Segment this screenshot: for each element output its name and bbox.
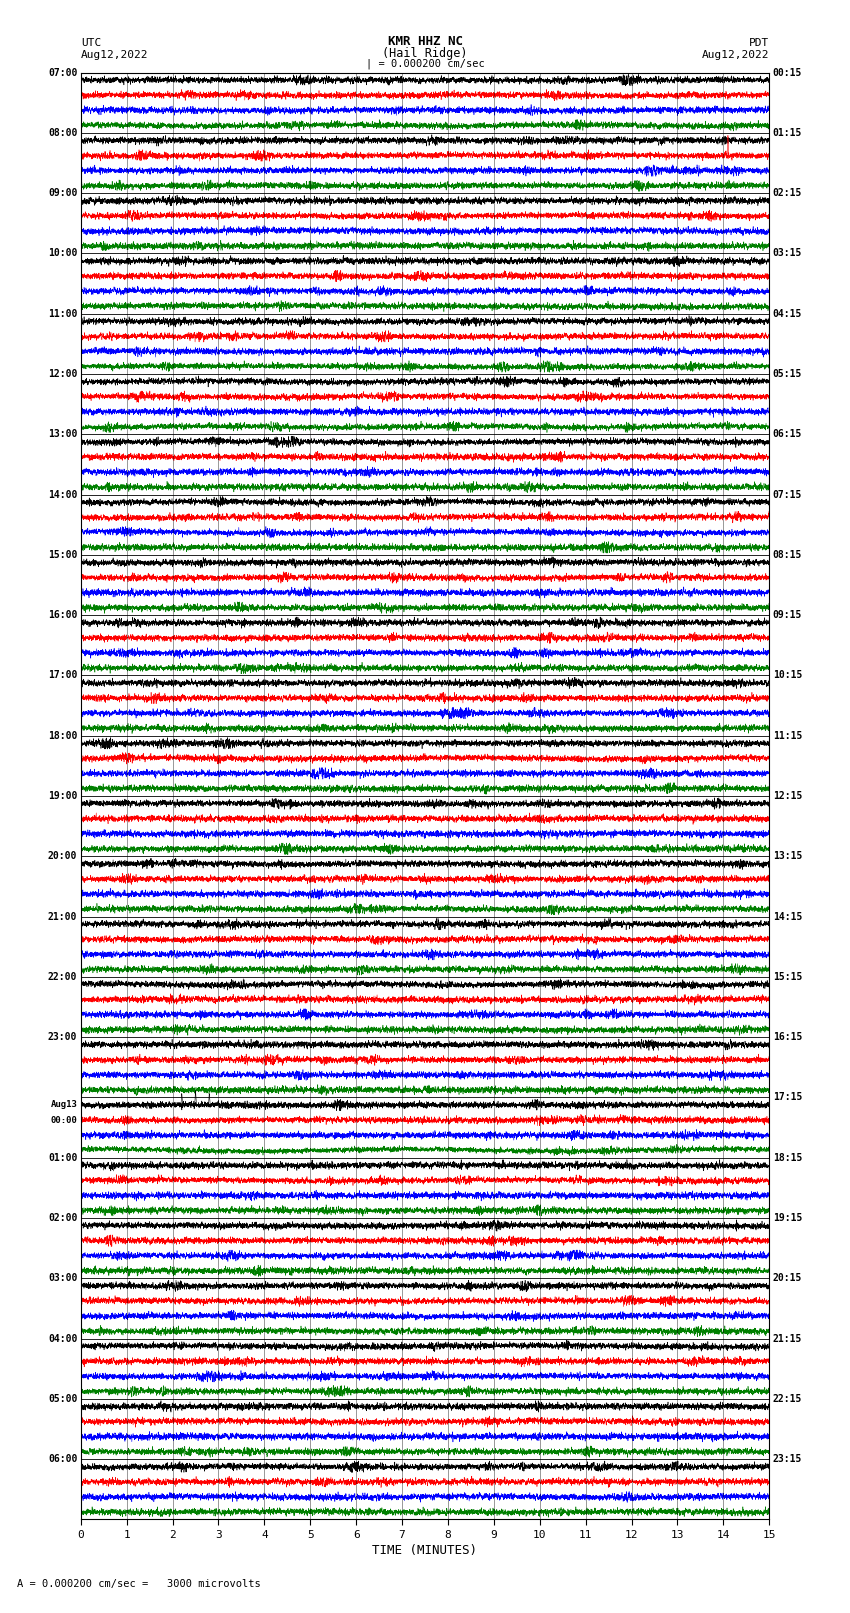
Text: 02:00: 02:00 bbox=[48, 1213, 77, 1223]
Text: | = 0.000200 cm/sec: | = 0.000200 cm/sec bbox=[366, 58, 484, 69]
Text: 15:00: 15:00 bbox=[48, 550, 77, 560]
Text: 22:00: 22:00 bbox=[48, 973, 77, 982]
Text: UTC: UTC bbox=[81, 39, 101, 48]
Text: 06:00: 06:00 bbox=[48, 1455, 77, 1465]
Text: 00:00: 00:00 bbox=[50, 1116, 77, 1124]
Text: 01:15: 01:15 bbox=[773, 127, 802, 137]
Text: 16:00: 16:00 bbox=[48, 610, 77, 619]
Text: 03:00: 03:00 bbox=[48, 1273, 77, 1284]
Text: 18:15: 18:15 bbox=[773, 1153, 802, 1163]
Text: 13:00: 13:00 bbox=[48, 429, 77, 439]
Text: 05:00: 05:00 bbox=[48, 1394, 77, 1403]
Text: 07:00: 07:00 bbox=[48, 68, 77, 77]
Text: Aug12,2022: Aug12,2022 bbox=[702, 50, 769, 60]
Text: PDT: PDT bbox=[749, 39, 769, 48]
Text: 19:15: 19:15 bbox=[773, 1213, 802, 1223]
Text: 15:15: 15:15 bbox=[773, 973, 802, 982]
Text: 10:00: 10:00 bbox=[48, 248, 77, 258]
Text: 19:00: 19:00 bbox=[48, 790, 77, 802]
Text: 23:15: 23:15 bbox=[773, 1455, 802, 1465]
Text: 08:15: 08:15 bbox=[773, 550, 802, 560]
Text: 20:00: 20:00 bbox=[48, 852, 77, 861]
Text: 20:15: 20:15 bbox=[773, 1273, 802, 1284]
Text: 22:15: 22:15 bbox=[773, 1394, 802, 1403]
Text: 11:00: 11:00 bbox=[48, 308, 77, 319]
Text: 02:15: 02:15 bbox=[773, 189, 802, 198]
Text: A = 0.000200 cm/sec =   3000 microvolts: A = 0.000200 cm/sec = 3000 microvolts bbox=[17, 1579, 261, 1589]
Text: KMR HHZ NC: KMR HHZ NC bbox=[388, 35, 462, 48]
Text: 05:15: 05:15 bbox=[773, 369, 802, 379]
Text: 13:15: 13:15 bbox=[773, 852, 802, 861]
Text: 09:00: 09:00 bbox=[48, 189, 77, 198]
Text: 17:15: 17:15 bbox=[773, 1092, 802, 1102]
Text: 00:15: 00:15 bbox=[773, 68, 802, 77]
Text: 09:15: 09:15 bbox=[773, 610, 802, 619]
Text: 23:00: 23:00 bbox=[48, 1032, 77, 1042]
Text: 16:15: 16:15 bbox=[773, 1032, 802, 1042]
Text: 04:15: 04:15 bbox=[773, 308, 802, 319]
Text: 07:15: 07:15 bbox=[773, 490, 802, 500]
Text: 18:00: 18:00 bbox=[48, 731, 77, 740]
Text: Aug12,2022: Aug12,2022 bbox=[81, 50, 148, 60]
Text: 04:00: 04:00 bbox=[48, 1334, 77, 1344]
Text: 21:15: 21:15 bbox=[773, 1334, 802, 1344]
X-axis label: TIME (MINUTES): TIME (MINUTES) bbox=[372, 1544, 478, 1557]
Text: 01:00: 01:00 bbox=[48, 1153, 77, 1163]
Text: 10:15: 10:15 bbox=[773, 671, 802, 681]
Text: 12:00: 12:00 bbox=[48, 369, 77, 379]
Text: 06:15: 06:15 bbox=[773, 429, 802, 439]
Text: 14:15: 14:15 bbox=[773, 911, 802, 921]
Text: 12:15: 12:15 bbox=[773, 790, 802, 802]
Text: 03:15: 03:15 bbox=[773, 248, 802, 258]
Text: 21:00: 21:00 bbox=[48, 911, 77, 921]
Text: 11:15: 11:15 bbox=[773, 731, 802, 740]
Text: 17:00: 17:00 bbox=[48, 671, 77, 681]
Text: Aug13: Aug13 bbox=[50, 1100, 77, 1110]
Text: 14:00: 14:00 bbox=[48, 490, 77, 500]
Text: (Hail Ridge): (Hail Ridge) bbox=[382, 47, 468, 60]
Text: 08:00: 08:00 bbox=[48, 127, 77, 137]
